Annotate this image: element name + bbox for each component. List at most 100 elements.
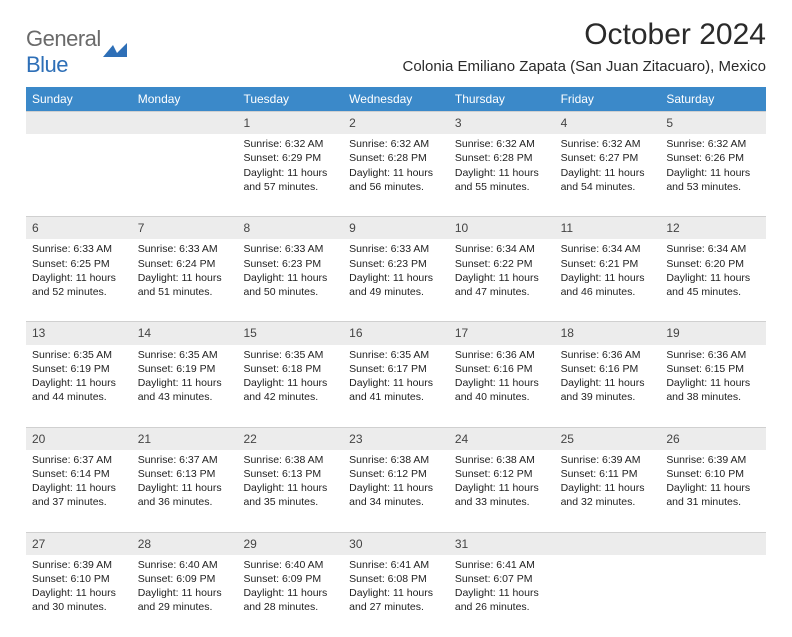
sunset-text: Sunset: 6:23 PM xyxy=(243,257,337,271)
daylight-text: Daylight: 11 hours and 45 minutes. xyxy=(666,271,760,299)
sunset-text: Sunset: 6:10 PM xyxy=(32,572,126,586)
daylight-text: Daylight: 11 hours and 26 minutes. xyxy=(455,586,549,614)
sunrise-text: Sunrise: 6:36 AM xyxy=(666,348,760,362)
title-block: October 2024 Colonia Emiliano Zapata (Sa… xyxy=(402,18,766,83)
sunrise-text: Sunrise: 6:38 AM xyxy=(349,453,443,467)
weekday-sunday: Sunday xyxy=(26,87,132,111)
day-cell: Sunrise: 6:41 AMSunset: 6:07 PMDaylight:… xyxy=(449,555,555,637)
weekday-wednesday: Wednesday xyxy=(343,87,449,111)
sunset-text: Sunset: 6:18 PM xyxy=(243,362,337,376)
daylight-text: Daylight: 11 hours and 49 minutes. xyxy=(349,271,443,299)
day-number: 18 xyxy=(555,322,661,344)
day-content: Sunrise: 6:36 AMSunset: 6:16 PMDaylight:… xyxy=(555,345,661,411)
day-cell: Sunrise: 6:39 AMSunset: 6:10 PMDaylight:… xyxy=(660,450,766,532)
day-content: Sunrise: 6:39 AMSunset: 6:11 PMDaylight:… xyxy=(555,450,661,516)
day-number: 12 xyxy=(660,217,766,239)
day-cell: Sunrise: 6:39 AMSunset: 6:11 PMDaylight:… xyxy=(555,450,661,532)
sunset-text: Sunset: 6:12 PM xyxy=(349,467,443,481)
weekday-monday: Monday xyxy=(132,87,238,111)
daylight-text: Daylight: 11 hours and 27 minutes. xyxy=(349,586,443,614)
day-content: Sunrise: 6:40 AMSunset: 6:09 PMDaylight:… xyxy=(237,555,343,621)
day-number: 26 xyxy=(660,428,766,450)
daylight-text: Daylight: 11 hours and 36 minutes. xyxy=(138,481,232,509)
day-number: 3 xyxy=(449,112,555,134)
sunrise-text: Sunrise: 6:36 AM xyxy=(561,348,655,362)
daylight-text: Daylight: 11 hours and 54 minutes. xyxy=(561,166,655,194)
day-content: Sunrise: 6:41 AMSunset: 6:07 PMDaylight:… xyxy=(449,555,555,621)
day-content: Sunrise: 6:35 AMSunset: 6:19 PMDaylight:… xyxy=(132,345,238,411)
day-number: 17 xyxy=(449,322,555,344)
weekday-tuesday: Tuesday xyxy=(237,87,343,111)
logo: General Blue xyxy=(26,26,127,78)
day-number: 24 xyxy=(449,428,555,450)
daylight-text: Daylight: 11 hours and 30 minutes. xyxy=(32,586,126,614)
sunset-text: Sunset: 6:28 PM xyxy=(349,151,443,165)
calendar-body: 12345Sunrise: 6:32 AMSunset: 6:29 PMDayl… xyxy=(26,111,766,637)
day-number: 6 xyxy=(26,217,132,239)
day-content: Sunrise: 6:32 AMSunset: 6:27 PMDaylight:… xyxy=(555,134,661,200)
week-row: Sunrise: 6:39 AMSunset: 6:10 PMDaylight:… xyxy=(26,555,766,637)
day-number: 5 xyxy=(660,112,766,134)
sunrise-text: Sunrise: 6:35 AM xyxy=(243,348,337,362)
sunrise-text: Sunrise: 6:33 AM xyxy=(138,242,232,256)
day-cell: Sunrise: 6:32 AMSunset: 6:26 PMDaylight:… xyxy=(660,134,766,216)
sunset-text: Sunset: 6:16 PM xyxy=(561,362,655,376)
weekday-thursday: Thursday xyxy=(449,87,555,111)
daylight-text: Daylight: 11 hours and 33 minutes. xyxy=(455,481,549,509)
weekday-friday: Friday xyxy=(555,87,661,111)
daylight-text: Daylight: 11 hours and 51 minutes. xyxy=(138,271,232,299)
logo-text: General Blue xyxy=(26,26,101,78)
sunrise-text: Sunrise: 6:32 AM xyxy=(455,137,549,151)
day-content: Sunrise: 6:32 AMSunset: 6:28 PMDaylight:… xyxy=(449,134,555,200)
day-number: 19 xyxy=(660,322,766,344)
day-content: Sunrise: 6:38 AMSunset: 6:12 PMDaylight:… xyxy=(449,450,555,516)
day-cell: Sunrise: 6:40 AMSunset: 6:09 PMDaylight:… xyxy=(237,555,343,637)
day-cell: Sunrise: 6:35 AMSunset: 6:19 PMDaylight:… xyxy=(132,345,238,427)
day-content: Sunrise: 6:38 AMSunset: 6:13 PMDaylight:… xyxy=(237,450,343,516)
day-number: 23 xyxy=(343,428,449,450)
sunset-text: Sunset: 6:13 PM xyxy=(243,467,337,481)
day-number xyxy=(26,112,132,134)
sunset-text: Sunset: 6:29 PM xyxy=(243,151,337,165)
day-content: Sunrise: 6:35 AMSunset: 6:18 PMDaylight:… xyxy=(237,345,343,411)
daylight-text: Daylight: 11 hours and 28 minutes. xyxy=(243,586,337,614)
day-number: 31 xyxy=(449,533,555,555)
day-cell: Sunrise: 6:36 AMSunset: 6:15 PMDaylight:… xyxy=(660,345,766,427)
day-content: Sunrise: 6:33 AMSunset: 6:24 PMDaylight:… xyxy=(132,239,238,305)
day-number: 21 xyxy=(132,428,238,450)
daylight-text: Daylight: 11 hours and 40 minutes. xyxy=(455,376,549,404)
sunrise-text: Sunrise: 6:41 AM xyxy=(349,558,443,572)
day-content: Sunrise: 6:34 AMSunset: 6:20 PMDaylight:… xyxy=(660,239,766,305)
day-content: Sunrise: 6:35 AMSunset: 6:17 PMDaylight:… xyxy=(343,345,449,411)
day-cell: Sunrise: 6:35 AMSunset: 6:19 PMDaylight:… xyxy=(26,345,132,427)
day-content: Sunrise: 6:34 AMSunset: 6:22 PMDaylight:… xyxy=(449,239,555,305)
day-number: 13 xyxy=(26,322,132,344)
day-number: 25 xyxy=(555,428,661,450)
weekday-header: SundayMondayTuesdayWednesdayThursdayFrid… xyxy=(26,87,766,111)
sunset-text: Sunset: 6:21 PM xyxy=(561,257,655,271)
daylight-text: Daylight: 11 hours and 35 minutes. xyxy=(243,481,337,509)
sunset-text: Sunset: 6:19 PM xyxy=(32,362,126,376)
header: General Blue October 2024 Colonia Emilia… xyxy=(26,18,766,83)
day-cell xyxy=(555,555,661,637)
day-cell: Sunrise: 6:34 AMSunset: 6:20 PMDaylight:… xyxy=(660,239,766,321)
day-content: Sunrise: 6:33 AMSunset: 6:25 PMDaylight:… xyxy=(26,239,132,305)
daylight-text: Daylight: 11 hours and 57 minutes. xyxy=(243,166,337,194)
day-cell: Sunrise: 6:40 AMSunset: 6:09 PMDaylight:… xyxy=(132,555,238,637)
logo-part2: Blue xyxy=(26,52,68,77)
sunrise-text: Sunrise: 6:37 AM xyxy=(138,453,232,467)
sunrise-text: Sunrise: 6:35 AM xyxy=(138,348,232,362)
day-cell xyxy=(26,134,132,216)
sunset-text: Sunset: 6:24 PM xyxy=(138,257,232,271)
day-content: Sunrise: 6:36 AMSunset: 6:16 PMDaylight:… xyxy=(449,345,555,411)
week-row: Sunrise: 6:32 AMSunset: 6:29 PMDaylight:… xyxy=(26,134,766,216)
sunrise-text: Sunrise: 6:35 AM xyxy=(349,348,443,362)
sunrise-text: Sunrise: 6:36 AM xyxy=(455,348,549,362)
daynum-row: 20212223242526 xyxy=(26,427,766,450)
daynum-row: 6789101112 xyxy=(26,216,766,239)
day-number: 27 xyxy=(26,533,132,555)
day-cell: Sunrise: 6:34 AMSunset: 6:21 PMDaylight:… xyxy=(555,239,661,321)
day-cell: Sunrise: 6:41 AMSunset: 6:08 PMDaylight:… xyxy=(343,555,449,637)
day-number xyxy=(555,533,661,555)
day-content: Sunrise: 6:40 AMSunset: 6:09 PMDaylight:… xyxy=(132,555,238,621)
